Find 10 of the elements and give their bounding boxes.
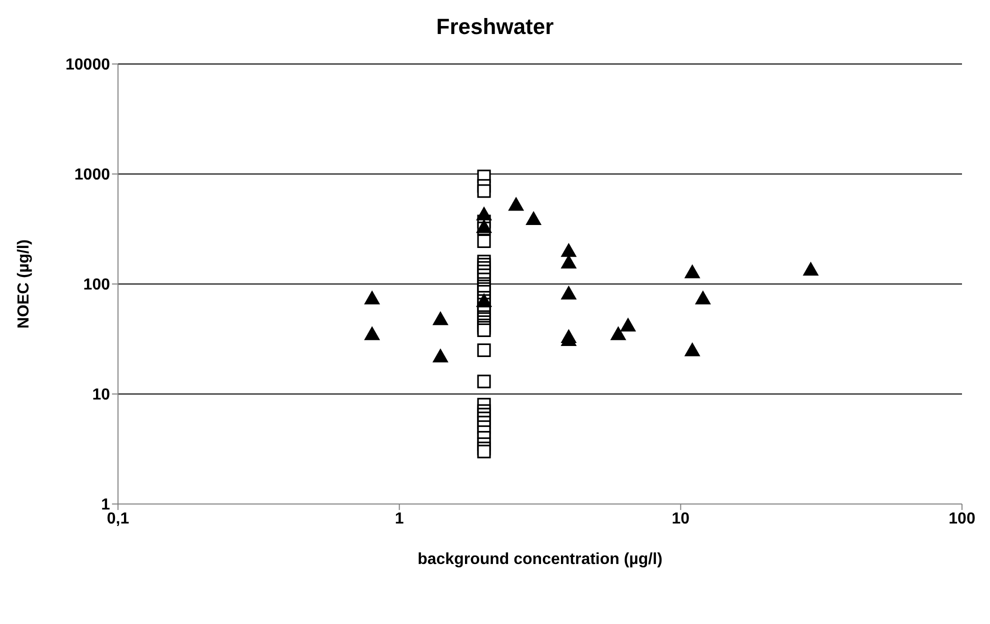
y-tick-label: 100: [83, 276, 110, 294]
x-axis-title: background concentration (µg/l): [418, 551, 662, 568]
x-tick-label: 1: [394, 510, 404, 528]
x-tick-label: 10: [672, 510, 690, 528]
y-tick-label: 10000: [66, 56, 110, 74]
chart-title: Freshwater: [435, 14, 555, 41]
x-tick-label: 100: [948, 510, 976, 528]
y-tick-label: 1000: [74, 166, 110, 184]
y-tick-label: 10: [92, 386, 110, 404]
y-axis-title: NOEC (µg/l): [16, 239, 33, 329]
